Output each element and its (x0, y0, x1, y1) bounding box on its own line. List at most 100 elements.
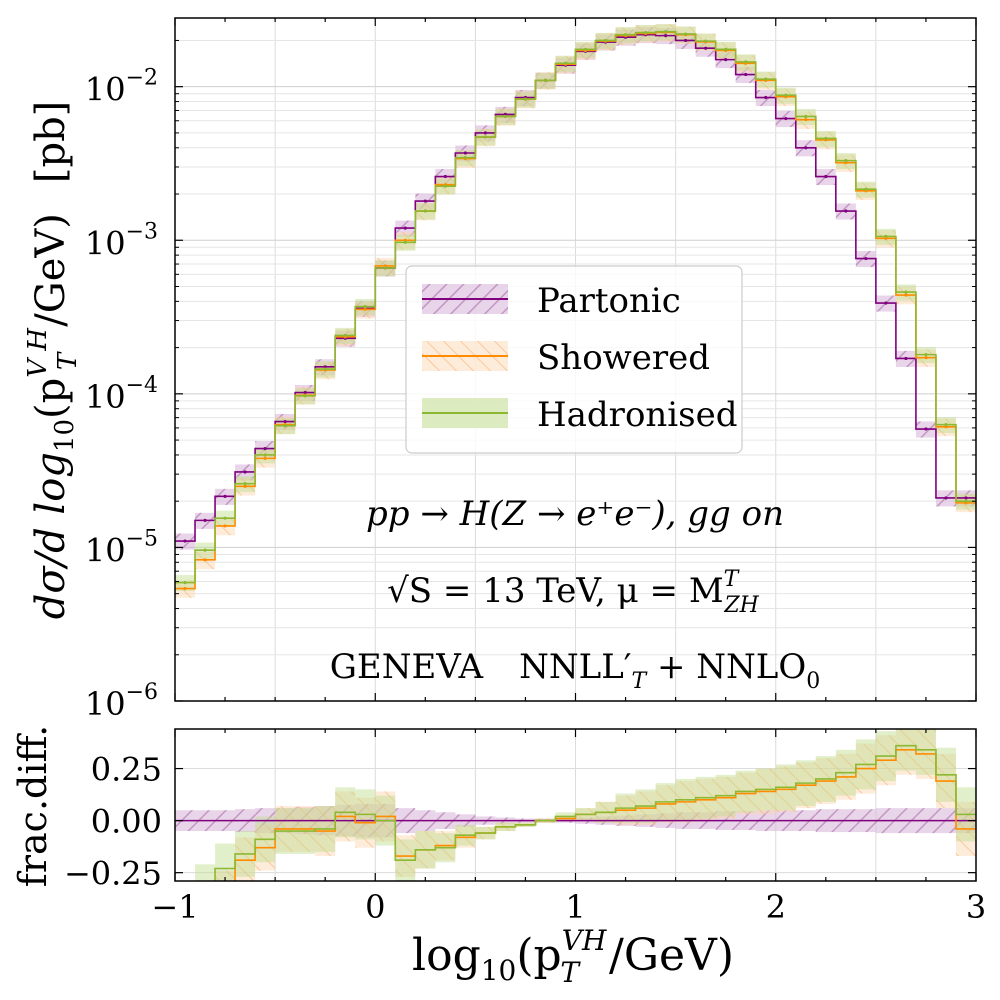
y-tick-exp: −6 (126, 680, 158, 705)
process-annotation: pp → H(Z → e⁺e⁻), gg on (366, 494, 784, 534)
accuracy-tail-sub: 0 (806, 669, 820, 694)
y-tick-label: 10−6 (85, 680, 158, 723)
ratio-y-tick-label: 0.25 (91, 751, 162, 789)
y-tick-base: 10 (85, 531, 126, 569)
point-hadronised (383, 266, 387, 270)
point-showered (924, 356, 928, 360)
point-partonic (804, 146, 808, 150)
point-partonic (884, 301, 888, 305)
xlabel-rest: (p (516, 930, 561, 981)
point-showered (904, 293, 908, 297)
point-partonic (483, 131, 487, 135)
ylabel-p-sup: V H (23, 327, 53, 378)
x-tick-label: −1 (151, 888, 198, 926)
point-hadronised (884, 234, 888, 238)
y-tick-label: 10−4 (85, 373, 158, 416)
ratio-y-axis-label: frac.diff. (11, 725, 55, 887)
point-hadronised (503, 114, 508, 119)
point-hadronised (243, 482, 247, 486)
y-tick-exp: −5 (126, 526, 158, 551)
point-hadronised (363, 304, 367, 309)
point-partonic (263, 446, 267, 451)
energy-text: √S = 13 TeV, μ = M (387, 571, 724, 611)
xlabel-p-sub: T (560, 956, 581, 989)
point-hadronised (223, 516, 227, 520)
y-tick-label: 10−2 (85, 66, 158, 109)
y-tick-exp: −4 (126, 373, 158, 398)
ratio-band-hadronised (215, 843, 236, 881)
point-partonic (744, 72, 748, 77)
point-partonic (203, 518, 207, 522)
point-partonic (223, 494, 227, 498)
ratio-y-tick-label: 0.00 (91, 803, 162, 841)
energy-annotation: √S = 13 TeV, μ = MT ZH (387, 567, 760, 618)
point-partonic (724, 58, 728, 62)
x-tick-label: 3 (966, 888, 986, 926)
point-partonic (924, 427, 928, 431)
y-tick-exp: −3 (126, 219, 158, 244)
point-hadronised (724, 47, 728, 51)
point-partonic (443, 174, 447, 179)
point-hadronised (684, 32, 688, 36)
x-tick-label: 1 (565, 888, 585, 926)
ylabel-unit: [pb] (28, 101, 74, 183)
point-hadronised (904, 290, 908, 294)
point-partonic (183, 539, 187, 543)
point-hadronised (744, 60, 748, 64)
point-hadronised (423, 209, 427, 213)
legend-label-partonic: Partonic (537, 281, 681, 321)
y-tick-base: 10 (85, 378, 126, 416)
point-hadronised (543, 78, 548, 82)
main-histogram-lines (175, 30, 976, 591)
point-hadronised (483, 135, 487, 139)
x-tick-label: 2 (766, 888, 786, 926)
ratio-band-showered (235, 837, 256, 881)
point-hadronised (403, 240, 407, 244)
energy-sup: T (724, 567, 741, 592)
y-tick-base: 10 (85, 685, 126, 723)
point-partonic (764, 95, 768, 100)
point-hadronised (944, 423, 948, 427)
point-hadronised (583, 47, 588, 51)
legend-label-hadronised: Hadronised (537, 395, 738, 435)
point-partonic (684, 38, 688, 43)
point-partonic (323, 365, 327, 369)
generator-name: GENEVA (330, 647, 484, 687)
point-showered (243, 484, 247, 488)
legend-item-showered: Showered (422, 338, 710, 378)
point-hadronised (563, 61, 568, 65)
xlabel-sub: 10 (481, 954, 517, 987)
point-partonic (864, 256, 868, 261)
point-partonic (283, 419, 287, 424)
legend-item-hadronised: Hadronised (422, 395, 738, 435)
point-hadronised (183, 581, 187, 585)
point-hadronised (283, 424, 287, 428)
point-hadronised (764, 77, 768, 81)
legend-item-partonic: Partonic (422, 281, 681, 321)
point-showered (363, 307, 367, 311)
legend: Partonic Showered Hadronised (405, 265, 743, 454)
main-axis-ticks: 10−610−510−410−310−2 (85, 18, 977, 723)
point-hadronised (343, 333, 347, 338)
point-hadronised (323, 367, 327, 371)
point-partonic (824, 174, 828, 179)
ratio-band-showered (895, 729, 916, 775)
ratio-axis-ticks: −1 0 1 2 3 −0.25 0.00 0.25 (64, 729, 986, 926)
point-partonic (964, 496, 968, 500)
accuracy-main: NNLL′ (519, 647, 631, 687)
generator-annotation: GENEVA NNLL′T + NNLO0 (330, 647, 821, 694)
point-showered (263, 456, 267, 460)
xlabel-p-sup: VH (562, 924, 607, 957)
point-hadronised (263, 453, 267, 457)
point-partonic (664, 34, 668, 38)
point-partonic (423, 199, 427, 203)
point-partonic (844, 209, 848, 213)
main-panel: 10−610−510−410−310−2 (85, 17, 977, 723)
point-hadronised (664, 30, 668, 34)
point-partonic (904, 356, 908, 361)
point-partonic (303, 390, 307, 395)
point-hadronised (964, 499, 968, 503)
point-partonic (403, 226, 407, 230)
point-partonic (784, 116, 788, 121)
point-hadronised (784, 93, 788, 97)
